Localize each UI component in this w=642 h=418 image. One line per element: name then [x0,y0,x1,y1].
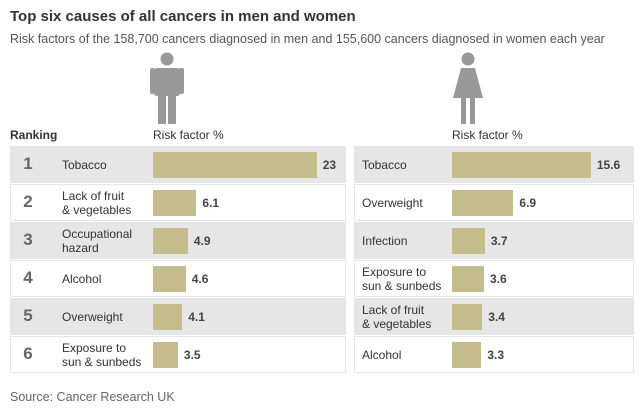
column-header: Risk factor % [153,128,224,142]
category-label: Alcohol [362,347,402,362]
value-label: 3.3 [487,348,505,362]
bar [153,342,178,368]
woman-icon [453,52,483,124]
title: Top six causes of all cancers in men and… [10,8,356,25]
bar [452,266,485,292]
value-label: 23 [322,158,337,172]
category-label: Occupational hazard [62,226,133,255]
bar [153,190,197,216]
value-label: 3.4 [488,310,505,324]
value-label: 15.6 [596,158,621,172]
value-label: 3.5 [183,348,201,362]
subtitle: Risk factors of the 158,700 cancers diag… [10,32,605,46]
value-label: 3.6 [490,272,507,286]
rank-number: 3 [23,230,33,249]
value-label: 3.7 [490,234,508,248]
ranking-header: Ranking [10,128,58,142]
category-label: Lack of fruit & vegetables [62,188,132,217]
source: Source: Cancer Research UK [10,390,175,404]
category-label: Alcohol [62,271,102,286]
category-label: Overweight [362,195,423,210]
category-label: Infection [362,233,408,248]
value-label: 4.9 [193,234,211,248]
value-label: 6.1 [202,196,220,210]
bar [452,304,483,330]
category-label: Tobacco [362,157,407,172]
column-header: Risk factor % [452,128,523,142]
row-background [10,336,346,373]
bar [452,190,514,216]
category-label: Tobacco [62,157,107,172]
row-background [354,222,634,259]
category-label: Lack of fruit & vegetables [362,302,432,331]
row-background [354,298,634,335]
rank-number: 5 [23,306,33,325]
row-background [354,260,634,297]
man-icon [150,52,184,124]
category-label: Exposure to sun & sunbeds [62,340,142,369]
bar [153,152,317,178]
rank-number: 1 [23,154,33,173]
bar [452,342,482,368]
value-label: 6.9 [519,196,537,210]
bar [153,266,186,292]
value-label: 4.1 [188,310,205,324]
bar [452,228,485,254]
bar [452,152,591,178]
bar [153,304,183,330]
rank-number: 6 [23,344,33,363]
value-label: 4.6 [191,272,209,286]
category-label: Overweight [62,309,123,324]
rank-number: 2 [23,192,33,211]
category-label: Exposure to sun & sunbeds [362,264,442,293]
rank-number: 4 [23,268,33,287]
row-background [354,336,634,373]
bar [153,228,188,254]
